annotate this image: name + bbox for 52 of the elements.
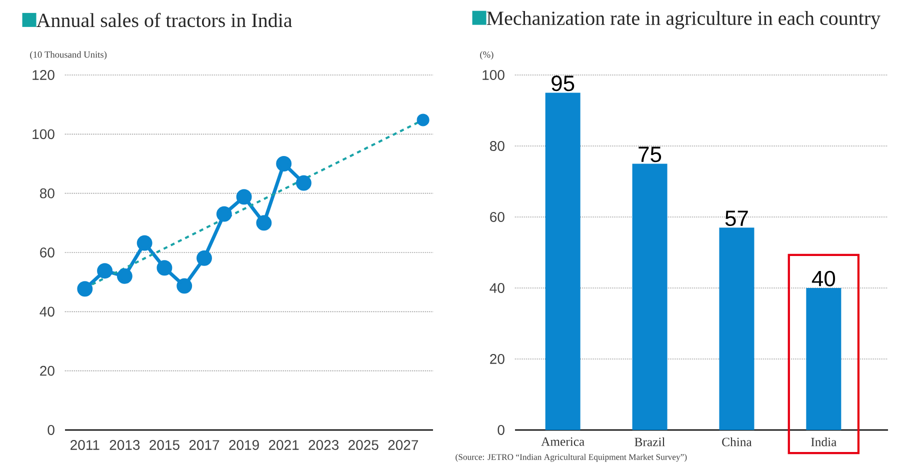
- text: (Source: JETRO “Indian Agricultural Equipment Market Survey”): [456, 454, 687, 462]
- x-tick-label: 2019: [229, 440, 259, 450]
- x-tick-label: Brazil: [634, 437, 665, 446]
- point: [256, 215, 272, 231]
- y-tick-label: 20: [40, 366, 54, 376]
- y-tick-label: 100: [32, 129, 54, 140]
- bar: [545, 92, 580, 430]
- y-tick-label: 80: [490, 141, 504, 151]
- y-tick-label: 40: [490, 283, 504, 293]
- y-tick-label: 80: [40, 188, 54, 198]
- x-tick-label: 2021: [268, 440, 299, 450]
- bar: [719, 228, 754, 430]
- point: [116, 268, 132, 284]
- bar: [806, 288, 842, 430]
- data-label: 57: [725, 210, 748, 226]
- point: [296, 175, 312, 191]
- y-tick-label: 0: [48, 425, 54, 435]
- data-label: 95: [552, 76, 574, 92]
- point: [216, 206, 232, 222]
- y-tick-label: 20: [490, 354, 504, 364]
- x-tick-label: 2017: [189, 440, 220, 450]
- chart-title: Mechanization rate in agriculture in each country: [486, 10, 881, 30]
- point: [77, 281, 93, 297]
- point: [416, 114, 430, 126]
- x-tick-label: 2013: [110, 440, 140, 450]
- x-tick-label: 2023: [308, 440, 339, 450]
- y-tick-label: 60: [490, 212, 504, 222]
- y-axis-title: (%): [480, 51, 494, 60]
- data-label: 75: [638, 146, 662, 162]
- point: [276, 156, 292, 172]
- y-tick-label: 60: [40, 248, 54, 258]
- x-tick-label: 2027: [388, 440, 418, 450]
- y-axis-title: (10 Thousand Units): [30, 51, 107, 60]
- point: [236, 189, 252, 205]
- x-tick-label: America: [541, 437, 584, 446]
- y-tick-label: 120: [32, 70, 54, 80]
- chart-title: Annual sales of tractors in India: [36, 12, 292, 28]
- point: [196, 250, 212, 266]
- x-tick-label: China: [722, 437, 752, 446]
- y-tick-label: 0: [498, 425, 504, 435]
- x-tick-label: India: [811, 437, 837, 446]
- x-tick-label: 2015: [150, 440, 180, 450]
- y-tick-label: 40: [40, 306, 54, 317]
- y-tick-label: 100: [482, 70, 504, 80]
- point: [176, 278, 192, 294]
- x-tick-label: 2025: [348, 440, 378, 450]
- bar: [632, 164, 668, 430]
- point: [97, 263, 113, 279]
- data-label: 40: [812, 270, 836, 286]
- point: [136, 235, 152, 251]
- point: [156, 260, 172, 276]
- x-tick-label: 2011: [70, 440, 100, 450]
